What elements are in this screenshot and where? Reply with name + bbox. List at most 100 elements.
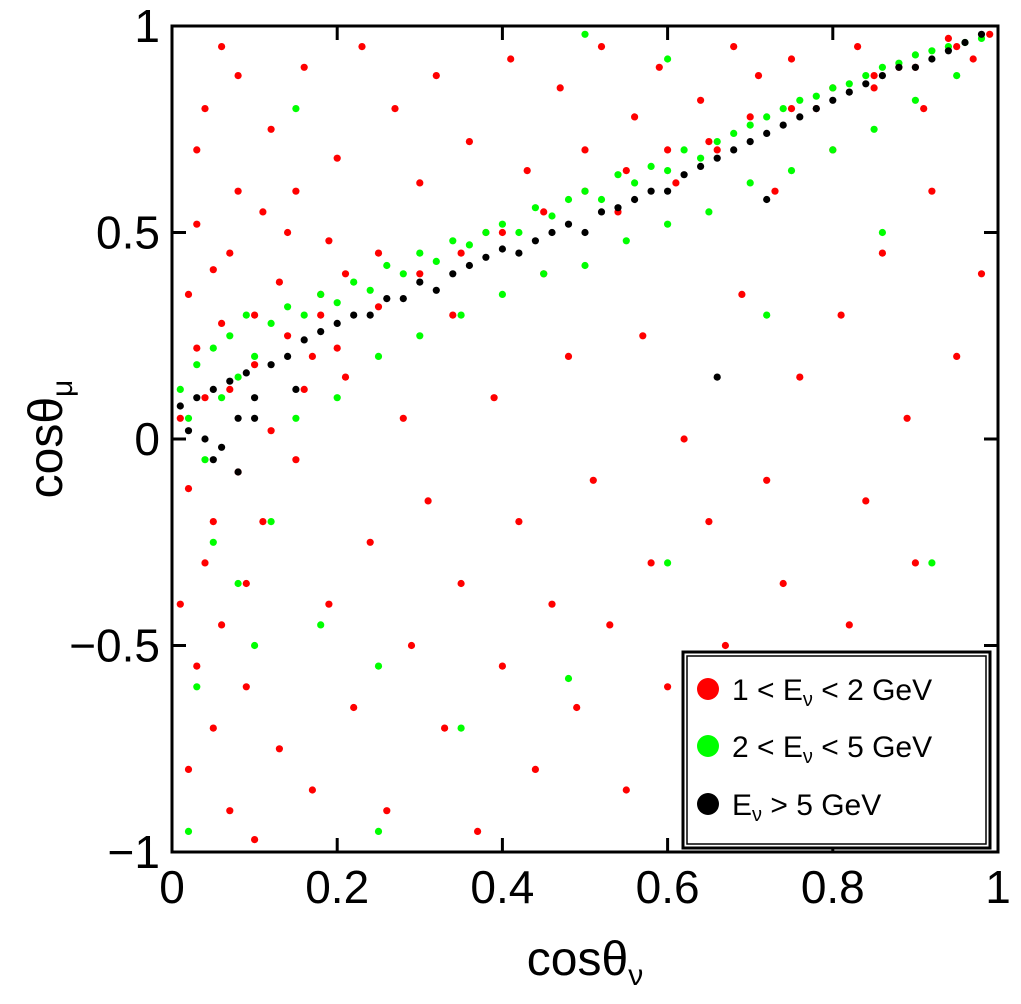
point-series-1-22 (358, 43, 366, 51)
point-series-1-52 (606, 621, 614, 629)
point-series-1-57 (647, 559, 655, 567)
point-series-3-55 (234, 468, 242, 476)
point-series-3-35 (680, 171, 688, 179)
point-series-2-74 (193, 683, 201, 691)
point-series-3-58 (713, 373, 721, 381)
point-series-1-12 (275, 745, 283, 753)
point-series-1-36 (474, 827, 482, 836)
point-series-1-105 (284, 332, 292, 340)
point-series-1-2 (193, 344, 201, 352)
point-series-3-59 (763, 195, 771, 204)
x-axis-title-main: cosθ (527, 933, 628, 986)
point-series-2-0 (176, 385, 184, 393)
point-series-2-4 (209, 344, 217, 352)
point-series-1-27 (399, 414, 407, 422)
point-series-1-139 (201, 105, 209, 113)
point-series-1-89 (911, 559, 920, 567)
point-series-1-88 (903, 414, 911, 422)
point-series-3-8 (242, 369, 250, 377)
point-series-1-70 (754, 72, 763, 80)
point-series-1-0 (176, 414, 184, 422)
point-series-3-44 (829, 96, 837, 104)
point-series-3-39 (746, 138, 754, 146)
point-series-2-42 (796, 96, 804, 104)
point-series-1-32 (441, 724, 449, 732)
point-series-1-24 (374, 249, 383, 257)
point-series-3-12 (300, 336, 308, 344)
point-series-1-116 (308, 352, 316, 360)
points-layer (176, 30, 994, 844)
point-series-1-18 (325, 600, 333, 608)
point-series-2-87 (664, 55, 672, 63)
point-series-1-107 (317, 311, 325, 319)
point-series-3-42 (796, 113, 804, 121)
point-series-3-41 (779, 121, 787, 129)
point-series-2-84 (184, 827, 193, 836)
point-series-3-9 (251, 394, 259, 402)
point-series-2-72 (911, 96, 920, 104)
point-series-3-11 (284, 352, 292, 360)
point-series-1-140 (218, 43, 226, 51)
point-series-3-6 (226, 377, 234, 385)
point-series-3-51 (944, 47, 953, 55)
point-series-3-4 (209, 385, 217, 393)
legend-label-series-1: 1 < Eν < 2 GeV (732, 674, 932, 711)
point-series-3-15 (350, 311, 358, 319)
point-series-3-27 (548, 228, 556, 237)
point-series-1-131 (870, 72, 878, 80)
point-series-1-84 (870, 84, 878, 92)
legend-box-inner (686, 655, 987, 845)
point-series-1-3 (201, 559, 209, 567)
point-series-2-10 (267, 319, 275, 327)
point-series-1-72 (771, 187, 779, 195)
point-series-2-19 (416, 249, 424, 257)
point-series-2-29 (581, 187, 589, 195)
point-series-1-31 (432, 72, 440, 80)
point-series-1-4 (209, 266, 217, 274)
y-tick-label-3: 0.5 (96, 207, 160, 259)
point-series-2-68 (746, 179, 754, 187)
point-series-2-7 (234, 373, 242, 381)
point-series-2-75 (251, 641, 259, 650)
point-series-1-127 (705, 138, 713, 146)
point-series-1-134 (176, 600, 184, 608)
point-series-2-5 (218, 394, 226, 402)
point-series-1-126 (664, 146, 672, 154)
point-series-2-76 (317, 621, 325, 629)
point-series-2-13 (317, 290, 325, 298)
point-series-1-43 (531, 765, 540, 774)
point-series-1-61 (680, 435, 688, 443)
point-series-2-46 (862, 72, 870, 80)
legend-marker-series-2 (697, 735, 719, 757)
point-series-3-25 (515, 249, 523, 257)
point-series-3-36 (697, 162, 705, 170)
point-series-1-21 (350, 703, 358, 712)
point-series-2-16 (366, 286, 374, 294)
tick-labels-layer: 0 0.2 0.4 0.6 0.8 1 −1 −0.5 0 0.5 1 (69, 0, 1011, 913)
point-series-1-143 (251, 836, 259, 844)
point-series-1-71 (763, 476, 771, 484)
point-series-3-22 (465, 261, 473, 270)
point-series-2-6 (226, 332, 234, 340)
point-series-2-22 (465, 241, 473, 249)
point-series-1-83 (862, 497, 870, 505)
legend: 1 < Eν < 2 GeV 2 < Eν < 5 GeV Eν > 5 GeV (681, 650, 992, 850)
point-series-3-21 (449, 270, 457, 278)
point-series-3-16 (366, 311, 374, 319)
point-series-1-33 (449, 311, 457, 319)
point-series-3-0 (176, 402, 184, 410)
point-series-2-23 (482, 228, 490, 237)
point-series-3-53 (977, 30, 986, 38)
point-series-2-82 (878, 228, 887, 237)
point-series-2-49 (911, 51, 920, 59)
point-series-1-41 (515, 518, 523, 526)
y-tick-label-2: 0 (134, 413, 160, 465)
point-series-2-77 (374, 662, 383, 670)
point-series-1-123 (540, 208, 548, 216)
point-series-2-14 (333, 299, 341, 307)
legend-label-series-3: Eν > 5 GeV (732, 789, 881, 826)
point-series-1-128 (746, 113, 754, 121)
point-series-1-96 (969, 55, 977, 63)
point-series-1-15 (300, 63, 308, 71)
point-series-1-101 (218, 319, 226, 327)
